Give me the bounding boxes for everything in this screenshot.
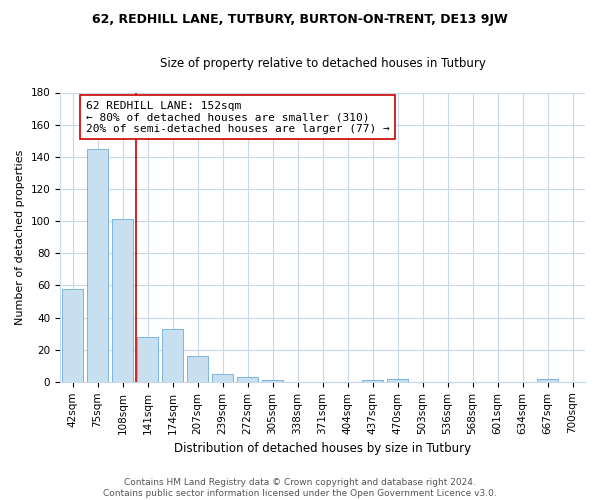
Bar — [112, 220, 133, 382]
Text: 62, REDHILL LANE, TUTBURY, BURTON-ON-TRENT, DE13 9JW: 62, REDHILL LANE, TUTBURY, BURTON-ON-TRE… — [92, 12, 508, 26]
Bar — [262, 380, 283, 382]
Bar — [87, 149, 108, 382]
X-axis label: Distribution of detached houses by size in Tutbury: Distribution of detached houses by size … — [174, 442, 471, 455]
Bar — [237, 377, 258, 382]
Text: 62 REDHILL LANE: 152sqm
← 80% of detached houses are smaller (310)
20% of semi-d: 62 REDHILL LANE: 152sqm ← 80% of detache… — [86, 100, 389, 134]
Bar — [387, 378, 408, 382]
Text: Contains HM Land Registry data © Crown copyright and database right 2024.
Contai: Contains HM Land Registry data © Crown c… — [103, 478, 497, 498]
Y-axis label: Number of detached properties: Number of detached properties — [15, 150, 25, 325]
Title: Size of property relative to detached houses in Tutbury: Size of property relative to detached ho… — [160, 58, 485, 70]
Bar — [212, 374, 233, 382]
Bar — [187, 356, 208, 382]
Bar — [537, 378, 558, 382]
Bar — [162, 329, 183, 382]
Bar — [362, 380, 383, 382]
Bar — [62, 288, 83, 382]
Bar — [137, 337, 158, 382]
